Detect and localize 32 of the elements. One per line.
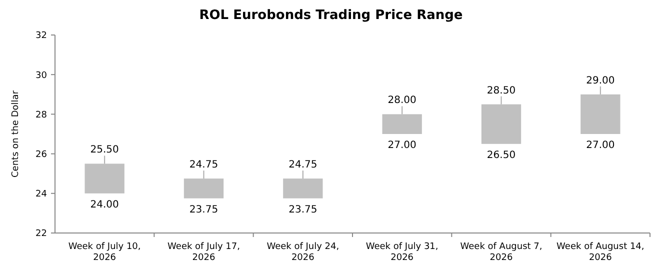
bar	[580, 94, 620, 134]
x-tick-label: Week of July 17, 2026	[168, 242, 240, 263]
annotation: 24.75	[288, 160, 318, 171]
annotation: 27.00	[586, 140, 615, 151]
bar	[184, 178, 224, 198]
annotation: 23.75	[288, 204, 318, 216]
bar	[382, 114, 422, 134]
y-tick-label: 24	[36, 190, 48, 200]
y-tick-label: 28	[36, 110, 48, 120]
x-tick-label: Week of July 31, 2026	[366, 242, 438, 263]
annotation: 25.50	[90, 144, 119, 156]
annotation: 26.50	[486, 150, 516, 161]
annotation: 28.50	[486, 85, 516, 96]
x-tick-label: Week of July 10, 2026	[68, 242, 141, 263]
bar	[283, 178, 323, 198]
y-tick-label: 26	[36, 150, 48, 160]
y-tick-label: 30	[36, 70, 48, 81]
x-tick-label: Week of August 14, 2026	[556, 242, 644, 263]
annotation: 23.75	[189, 204, 218, 216]
y-axis-title: Cents on the Dollar	[11, 90, 21, 178]
bar	[481, 104, 522, 144]
annotation: 29.00	[586, 75, 615, 86]
annotation: 28.00	[388, 95, 416, 106]
x-tick-label: Week of August 7, 2026	[460, 242, 542, 263]
annotation: 27.00	[388, 140, 416, 151]
annotation: 24.75	[189, 160, 218, 171]
x-tick-label: Week of July 24, 2026	[266, 242, 340, 263]
y-tick-label: 32	[36, 31, 47, 42]
chart-title: ROL Eurobonds Trading Price Range	[199, 8, 463, 23]
annotation: 24.00	[90, 199, 119, 210]
y-tick-label: 22	[36, 229, 47, 240]
bar	[84, 164, 124, 194]
